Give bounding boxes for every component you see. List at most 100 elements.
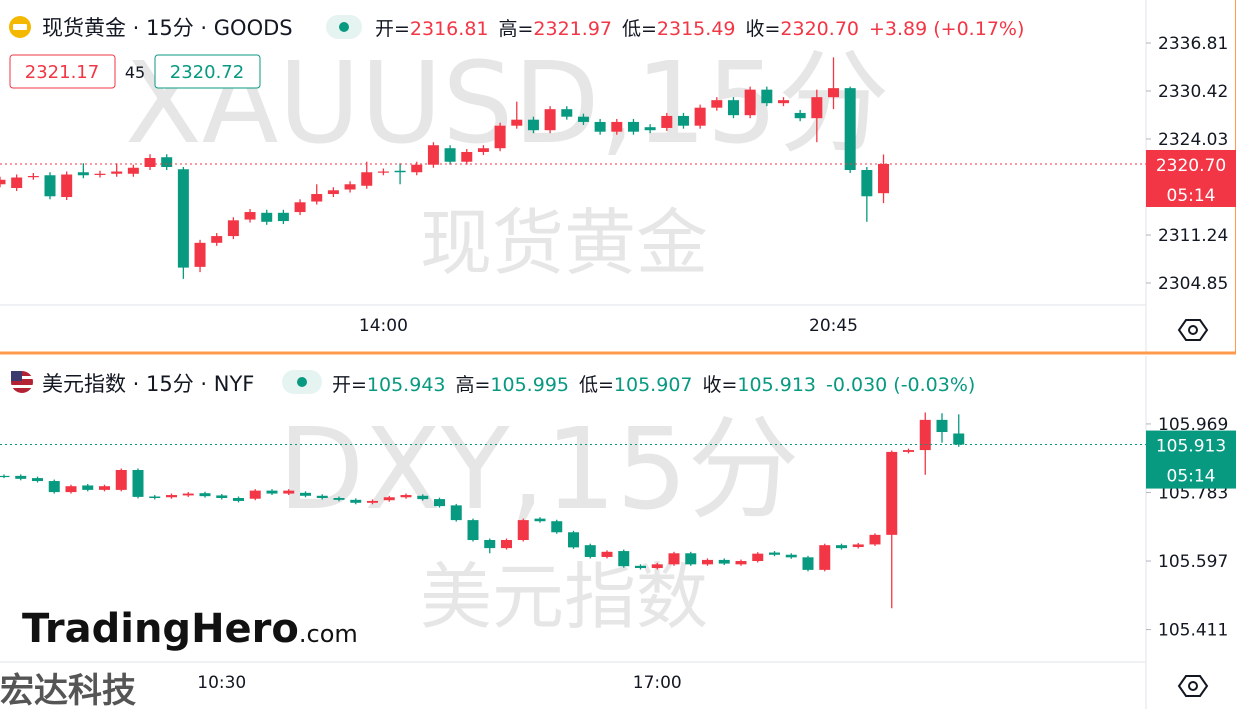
candle-body [377,171,389,173]
candle-body [61,174,73,198]
y-tick-label: 105.597 [1158,552,1228,572]
candle-body [333,497,345,500]
logo-main: TradingHero [22,606,299,652]
flag-stripe [11,385,33,388]
candle-body [878,163,890,194]
symbol-title: 现货黄金 · 15分 · GOODS [42,16,293,40]
candle-body [618,551,630,567]
candle-body [283,490,295,494]
candle-body [149,496,161,498]
ohlc-value: -0.030 (-0.03%) [826,374,975,396]
candle-body [627,121,639,132]
candle-body [0,475,10,478]
ohlc-value: 2320.70 [780,18,859,40]
candle-body [82,485,94,490]
candle-body [233,497,244,501]
candle-body [400,495,412,498]
ohlc-label: 低= [622,18,657,40]
candle-body [461,151,473,162]
candle-body [511,119,523,126]
candle-body [111,171,123,174]
candle-body [32,478,43,482]
ohlc-label: 开= [332,374,367,396]
candle-body [953,433,965,445]
watermark-sub: 美元指数 [420,555,708,639]
ohlc-value: 105.943 [367,374,446,396]
candle-body [244,212,256,220]
candle-body [677,115,689,126]
candle-body [802,557,814,570]
last-price-box [1146,149,1236,207]
buy-button[interactable] [154,54,261,89]
candle-body [635,565,646,569]
candle-body [177,169,189,268]
ohlc-value: 2315.49 [657,18,736,40]
settings-icon[interactable] [1177,319,1209,341]
candle-body [527,119,539,131]
candle-body [316,495,328,498]
x-tick-label: 20:45 [809,316,858,336]
ohlc-label: 高= [456,374,491,396]
candle-body [266,490,278,494]
ohlc-label: 低= [579,374,614,396]
candle-body [77,172,89,176]
candle-body [494,125,506,149]
candle-body [144,157,156,167]
candle-body [694,107,706,126]
candle-body [919,419,931,451]
candle-body [434,499,445,507]
candle-body [249,490,261,499]
y-tick-label: 105.969 [1158,415,1228,435]
candle-body [836,545,847,549]
candle-body [11,177,23,189]
candle-body [936,419,948,433]
candle-body [577,116,589,122]
candle-body [277,212,289,222]
candle-body [718,559,730,564]
candle-body [735,561,747,565]
candle-body [777,100,789,104]
candle-body [132,469,144,497]
corner-text: 宏达科技 [0,671,136,709]
candle-body [477,148,489,152]
candle-body [115,469,127,490]
candle-body [450,505,462,521]
candle-body [261,212,273,222]
flag-canton [11,371,22,381]
candle-body [869,534,881,545]
candle-body [194,242,206,267]
candle-body [417,495,429,500]
candle-body [99,486,110,490]
candle-body [94,173,106,175]
candle-body [501,540,512,549]
candle-body [644,127,656,131]
candle-body [551,521,563,533]
candle-body [517,520,529,541]
candle-body [534,518,546,522]
y-tick-label: 2311.24 [1158,226,1228,246]
y-tick-label: 2336.81 [1158,34,1228,54]
sell-button[interactable] [9,54,116,89]
countdown: 05:14 [1167,186,1216,206]
candle-body [651,564,663,569]
settings-icon[interactable] [1177,675,1209,697]
candle-body [427,145,439,165]
candle-body [544,109,556,131]
candle-body [752,553,764,562]
candle-body [311,194,323,202]
last-price-box [1146,430,1236,489]
candle-body [367,500,378,503]
candle-body [0,179,6,185]
y-tick-label: 2330.42 [1158,82,1228,102]
candle-body [794,112,806,119]
candle-body [294,202,306,213]
candle-body [561,109,573,117]
candle-body [211,236,223,243]
candle-body [819,545,831,570]
candle-body [444,148,456,162]
toggle-dot [297,377,307,387]
candle-body [761,89,773,104]
candle-body [568,532,579,548]
